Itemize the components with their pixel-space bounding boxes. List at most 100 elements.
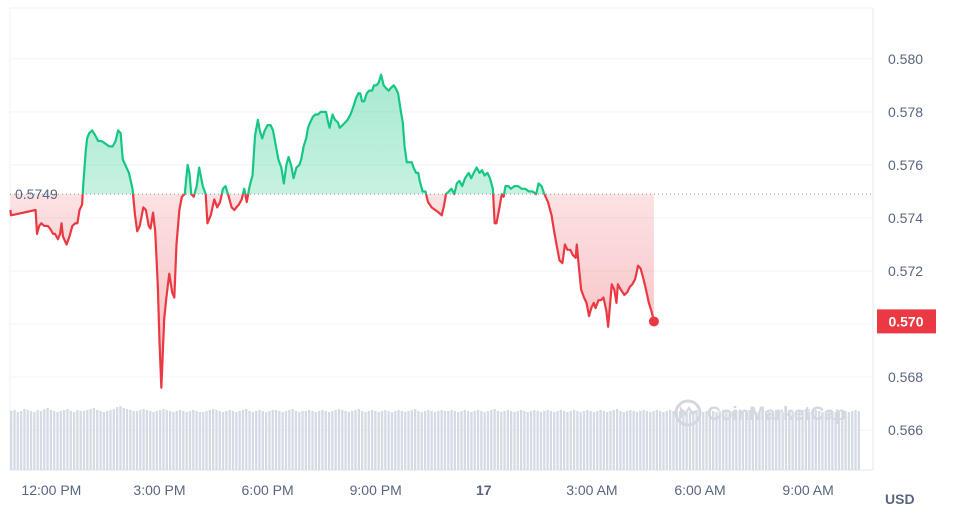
volume-bar — [582, 411, 586, 470]
volume-bar — [500, 412, 503, 470]
volume-bar — [705, 411, 708, 470]
volume-bar — [758, 411, 761, 470]
volume-bar — [33, 412, 36, 470]
volume-bar — [86, 410, 89, 470]
volume-bar — [708, 410, 711, 470]
volume-bar — [447, 411, 450, 470]
volume-bar — [102, 412, 106, 470]
volume-bar — [72, 412, 76, 470]
volume-bar — [354, 410, 357, 470]
volume-bar — [579, 412, 582, 470]
volume-bar — [748, 410, 751, 470]
volume-bar — [311, 411, 314, 470]
y-axis-ticks: 0.580 0.578 0.576 0.574 0.572 0.570 0.568 0.566 — [888, 51, 923, 438]
volume-bar — [513, 412, 516, 470]
volume-bar — [255, 411, 258, 470]
volume-bar — [433, 412, 437, 470]
volume-bar — [602, 411, 606, 470]
volume-bar — [731, 411, 735, 470]
volume-bar — [423, 411, 427, 470]
y-tick-label: 0.572 — [888, 263, 923, 279]
volume-bar — [476, 410, 480, 470]
y-tick-label: 0.580 — [888, 51, 923, 67]
volume-bar — [218, 411, 221, 470]
volume-bar — [639, 411, 642, 470]
volume-bar — [374, 411, 377, 470]
volume-bar — [271, 410, 274, 470]
volume-bar — [109, 410, 112, 470]
volume-bar — [788, 410, 791, 470]
volume-bar — [609, 411, 612, 470]
volume-bar — [645, 411, 649, 470]
volume-bar — [92, 408, 96, 470]
volume-bar — [652, 411, 655, 470]
volume-bar — [576, 411, 579, 470]
volume-bar — [662, 412, 665, 470]
volume-bar — [347, 412, 351, 470]
volume-bar — [741, 412, 745, 470]
volume-bar — [420, 412, 423, 470]
volume-bar — [612, 410, 615, 470]
volume-bar — [264, 412, 268, 470]
volume-bar — [337, 409, 341, 470]
volume-bar — [854, 410, 857, 470]
volume-bar — [364, 412, 367, 470]
current-price-tag: 0.570 — [877, 309, 936, 334]
volume-bar — [725, 411, 728, 470]
volume-bar — [745, 411, 748, 470]
volume-bar — [466, 411, 470, 470]
watermark-text: CoinMarketCap — [707, 404, 846, 425]
x-tick-label: 3:00 PM — [133, 482, 185, 498]
current-price-tag-background — [877, 309, 936, 334]
volume-bar — [344, 411, 347, 470]
volume-bar — [172, 412, 175, 470]
volume-bar — [142, 409, 145, 470]
volume-bar — [791, 411, 794, 470]
volume-bar — [675, 412, 678, 470]
volume-bar — [56, 412, 59, 470]
volume-bar — [43, 409, 46, 470]
volume-bar — [682, 410, 685, 470]
volume-bar — [377, 412, 380, 470]
volume-bar — [771, 411, 774, 470]
volume-bar — [119, 406, 122, 470]
volume-bar — [851, 411, 854, 470]
volume-bar — [145, 410, 149, 470]
volume-bar — [632, 411, 635, 470]
volume-bar — [483, 412, 486, 470]
volume-bar — [351, 411, 354, 470]
area-fill-below — [10, 194, 654, 388]
y-tick-label: 0.578 — [888, 104, 923, 120]
volume-bar — [702, 412, 705, 470]
area-fill-above — [10, 74, 654, 195]
volume-bar — [62, 410, 66, 470]
volume-bar — [437, 411, 440, 470]
volume-bar — [361, 411, 364, 470]
currency-label: USD — [885, 491, 915, 507]
volume-bar — [496, 411, 500, 470]
volume-bar — [211, 409, 215, 470]
volume-bar — [672, 411, 675, 470]
x-tick-label: 12:00 PM — [21, 482, 81, 498]
volume-bar — [178, 410, 182, 470]
volume-bar — [768, 412, 771, 470]
watermark: CoinMarketCap — [674, 399, 846, 427]
volume-bar — [698, 411, 702, 470]
volume-bar — [225, 411, 228, 470]
volume-bar — [536, 411, 539, 470]
volume-bar — [125, 409, 129, 470]
volume-bar — [526, 412, 529, 470]
volume-bar — [370, 410, 374, 470]
x-tick-label: 6:00 AM — [674, 482, 725, 498]
volume-bar — [16, 412, 19, 470]
volume-bar — [274, 410, 278, 470]
volume-bar — [473, 411, 476, 470]
volume-bar — [69, 411, 72, 470]
volume-bar — [533, 410, 536, 470]
volume-bar — [506, 410, 510, 470]
volume-bar — [301, 411, 304, 470]
volume-bar — [804, 411, 808, 470]
volume-bar — [26, 410, 29, 470]
